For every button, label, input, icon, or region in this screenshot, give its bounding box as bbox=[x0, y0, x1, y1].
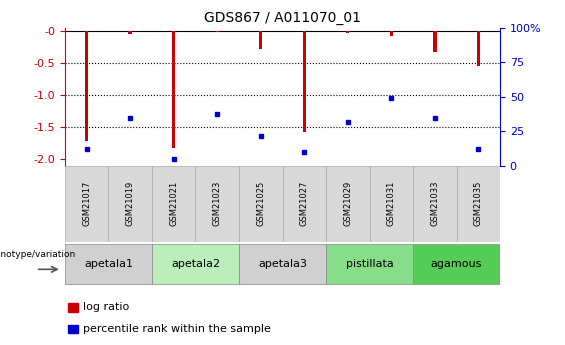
Bar bbox=[128, 31, 132, 34]
Text: GSM21025: GSM21025 bbox=[257, 181, 265, 226]
Bar bbox=[413, 244, 500, 284]
Bar bbox=[346, 31, 350, 33]
Bar bbox=[215, 31, 219, 32]
Bar bbox=[68, 303, 78, 312]
Bar bbox=[389, 31, 393, 36]
Bar bbox=[172, 31, 176, 148]
Bar bbox=[108, 166, 152, 242]
Bar bbox=[128, 31, 132, 34]
Bar bbox=[433, 31, 437, 52]
Text: GSM21035: GSM21035 bbox=[474, 181, 483, 226]
Bar bbox=[457, 166, 500, 242]
Bar bbox=[152, 244, 239, 284]
Bar bbox=[259, 31, 263, 49]
Text: pistillata: pistillata bbox=[346, 259, 393, 269]
Bar bbox=[215, 31, 219, 32]
Text: GSM21029: GSM21029 bbox=[344, 181, 352, 226]
Bar bbox=[413, 166, 457, 242]
Text: GSM21019: GSM21019 bbox=[126, 181, 134, 226]
Bar bbox=[302, 31, 306, 132]
Bar bbox=[433, 31, 437, 52]
Bar bbox=[370, 166, 413, 242]
Bar bbox=[282, 166, 326, 242]
Text: GSM21023: GSM21023 bbox=[213, 181, 221, 226]
Text: log ratio: log ratio bbox=[83, 302, 129, 312]
Bar bbox=[65, 244, 152, 284]
Bar bbox=[239, 244, 326, 284]
Text: GSM21017: GSM21017 bbox=[82, 181, 91, 226]
Bar bbox=[326, 166, 370, 242]
Text: apetala1: apetala1 bbox=[84, 259, 133, 269]
Bar bbox=[326, 244, 413, 284]
Text: GSM21021: GSM21021 bbox=[170, 181, 178, 226]
Bar bbox=[152, 166, 195, 242]
Bar bbox=[476, 31, 480, 66]
Text: apetala3: apetala3 bbox=[258, 259, 307, 269]
Bar bbox=[85, 31, 89, 141]
Bar bbox=[476, 31, 480, 66]
Bar bbox=[389, 31, 393, 36]
Text: GSM21027: GSM21027 bbox=[300, 181, 308, 226]
Text: percentile rank within the sample: percentile rank within the sample bbox=[83, 324, 271, 334]
Text: agamous: agamous bbox=[431, 259, 482, 269]
Title: GDS867 / A011070_01: GDS867 / A011070_01 bbox=[204, 11, 361, 25]
Bar bbox=[239, 166, 282, 242]
Bar bbox=[172, 31, 176, 148]
Bar bbox=[346, 31, 350, 33]
Text: GSM21033: GSM21033 bbox=[431, 181, 439, 226]
Bar bbox=[68, 325, 78, 333]
Bar bbox=[65, 166, 108, 242]
Bar bbox=[259, 31, 263, 49]
Text: genotype/variation: genotype/variation bbox=[0, 249, 76, 258]
Bar bbox=[85, 31, 89, 141]
Bar bbox=[302, 31, 306, 132]
Text: apetala2: apetala2 bbox=[171, 259, 220, 269]
Text: GSM21031: GSM21031 bbox=[387, 181, 396, 226]
Bar bbox=[195, 166, 239, 242]
